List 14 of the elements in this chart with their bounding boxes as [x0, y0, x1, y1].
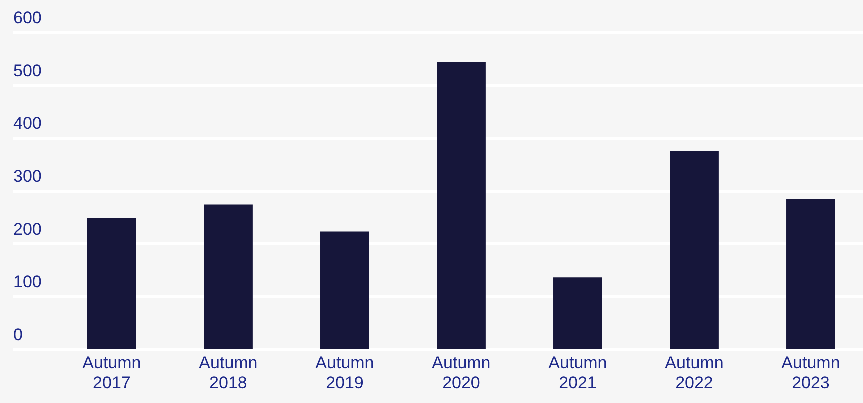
y-tick-label: 100 — [14, 272, 42, 292]
x-tick-label: Autumn 2023 — [782, 354, 840, 392]
y-tick-label: 400 — [14, 114, 42, 134]
y-tick-label: 200 — [14, 220, 42, 239]
x-tick-label: Autumn 2021 — [548, 354, 608, 392]
x-tick-label: Autumn 2019 — [316, 354, 374, 392]
y-tick-label: 0 — [14, 326, 23, 344]
x-tick-label: Autumn 2018 — [199, 354, 258, 392]
x-tick-label: Autumn 2022 — [665, 354, 724, 392]
y-tick-label: 500 — [14, 61, 42, 80]
x-tick-label: Autumn 2017 — [82, 354, 142, 392]
x-tick-label: Autumn 2020 — [432, 354, 491, 392]
y-tick-label: 600 — [14, 8, 42, 28]
y-tick-label: 300 — [14, 167, 42, 186]
